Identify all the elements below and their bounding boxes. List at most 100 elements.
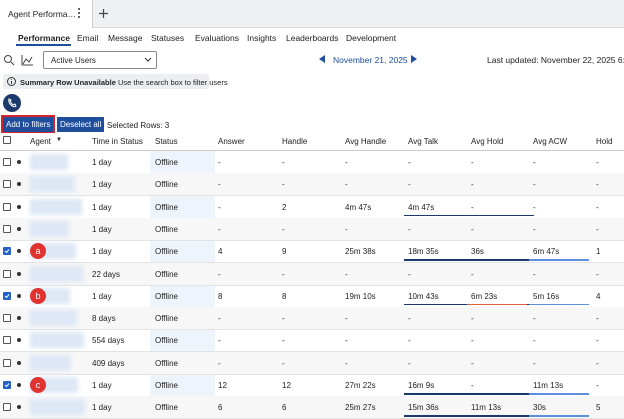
nav-tab[interactable]: Insights	[247, 33, 277, 43]
agent-redacted	[30, 332, 84, 349]
header-row	[0, 133, 624, 151]
nav-tab[interactable]: Development	[346, 33, 397, 43]
last-updated: Last updated: November 22, 2025 6:35	[487, 55, 624, 65]
value-bar	[467, 415, 527, 417]
checkbox[interactable]	[3, 269, 11, 278]
cell: -	[596, 269, 599, 279]
tools[interactable]	[3, 54, 33, 66]
status-dot	[17, 226, 21, 231]
checkbox[interactable]	[3, 158, 11, 166]
cell: -	[218, 314, 221, 324]
cell: Offline	[155, 381, 178, 390]
prev[interactable]	[318, 55, 326, 63]
tab[interactable]: Agent Performa…	[0, 0, 93, 28]
column-header[interactable]: Avg ACW	[533, 137, 568, 146]
cell: -	[408, 336, 411, 346]
status-dot	[17, 271, 21, 276]
value-bar	[467, 303, 527, 306]
cell: -	[218, 336, 221, 346]
column-header[interactable]: Time in Status	[92, 137, 143, 146]
cell: 15m 36s	[408, 403, 439, 413]
cell: -	[471, 224, 474, 234]
cell: 4	[596, 291, 601, 301]
column-header[interactable]: Hold	[596, 137, 613, 146]
cell: 1 day	[92, 403, 112, 413]
cell: -	[596, 180, 599, 190]
cell: -	[596, 202, 599, 212]
phone-button[interactable]	[3, 94, 21, 112]
annotation: b	[30, 287, 46, 304]
cell: 25m 38s	[345, 247, 376, 257]
add-to-filters[interactable]: Add to filters	[1, 115, 56, 134]
column-header[interactable]: Avg Talk	[408, 137, 438, 146]
column-header[interactable]: Agent	[30, 137, 51, 146]
status-dot	[17, 360, 21, 365]
table-row: 554 days Offline - - - - - - -	[0, 329, 624, 353]
cell: -	[218, 180, 221, 190]
add-tab[interactable]	[98, 8, 109, 19]
checkbox[interactable]	[3, 247, 11, 256]
info-icon	[7, 77, 16, 86]
nav-tab[interactable]: Email	[77, 33, 99, 43]
cell: -	[408, 314, 411, 324]
checkbox[interactable]	[3, 336, 11, 345]
column-header[interactable]: Handle	[282, 137, 308, 146]
checkbox[interactable]	[3, 136, 11, 144]
deselect-all[interactable]: Deselect all	[57, 117, 105, 132]
cell: -	[345, 336, 348, 346]
cell: -	[218, 202, 221, 212]
cell: -	[345, 158, 348, 167]
info-text: Use the search box to filter users	[117, 77, 228, 87]
checkbox[interactable]	[3, 381, 11, 389]
dropdown[interactable]: Active Users	[43, 51, 157, 69]
cell: -	[533, 224, 536, 234]
agent-redacted	[30, 265, 83, 282]
annotation: a	[30, 243, 46, 260]
table-row: 1 day Offline - - - - - - -	[0, 173, 624, 197]
column-header[interactable]: Avg Handle	[345, 137, 387, 146]
checkbox[interactable]	[3, 314, 11, 323]
nav-underline	[16, 44, 71, 46]
menu-icon[interactable]	[76, 7, 82, 19]
status-dot	[17, 316, 21, 321]
cell: 6	[282, 403, 287, 413]
table-row: 22 days Offline - - - - - - -	[0, 262, 624, 286]
cell: -	[345, 224, 348, 234]
checkbox[interactable]	[3, 403, 11, 412]
table-row: 1 day Offline 6 6 25m 27s 15m 36s 11m 13s 30s 5	[0, 396, 624, 419]
table-row: 1 day Offline - - - - - - -	[0, 151, 624, 174]
agent-redacted	[30, 198, 82, 215]
next[interactable]	[410, 55, 418, 63]
checkbox[interactable]	[3, 180, 11, 189]
cell: -	[471, 314, 474, 324]
cell: -	[596, 224, 599, 234]
nav-tab[interactable]: Performance	[18, 33, 70, 43]
cell: 16m 9s	[408, 381, 435, 390]
cell: Offline	[155, 247, 178, 257]
cell: -	[408, 358, 411, 368]
cell: 10m 43s	[408, 291, 439, 301]
info-bar: Summary Row Unavailable Use the search b…	[3, 74, 228, 89]
column-header[interactable]: Status	[155, 137, 178, 146]
cell: -	[533, 158, 536, 167]
checkbox[interactable]	[3, 202, 11, 211]
column-header[interactable]: Avg Hold	[471, 137, 504, 146]
checkbox[interactable]	[3, 291, 11, 300]
table-row: 8 days Offline - - - - - - -	[0, 307, 624, 331]
cell: -	[533, 358, 536, 368]
nav-tab[interactable]: Message	[108, 33, 143, 43]
cell: 12	[218, 381, 227, 390]
cell: -	[282, 358, 285, 368]
cell: 8 days	[92, 314, 116, 324]
nav-tab[interactable]: Statuses	[151, 33, 185, 43]
nav-tab[interactable]: Leaderboards	[286, 33, 339, 43]
cell: 2	[282, 202, 287, 212]
checkbox[interactable]	[3, 224, 11, 233]
agent-redacted	[30, 154, 68, 170]
checkbox[interactable]	[3, 358, 11, 367]
status-dot	[17, 383, 21, 387]
column-header[interactable]: Answer	[218, 137, 245, 146]
agent-redacted	[30, 354, 71, 371]
nav-tab[interactable]: Evaluations	[195, 33, 239, 43]
cell: -	[218, 269, 221, 279]
